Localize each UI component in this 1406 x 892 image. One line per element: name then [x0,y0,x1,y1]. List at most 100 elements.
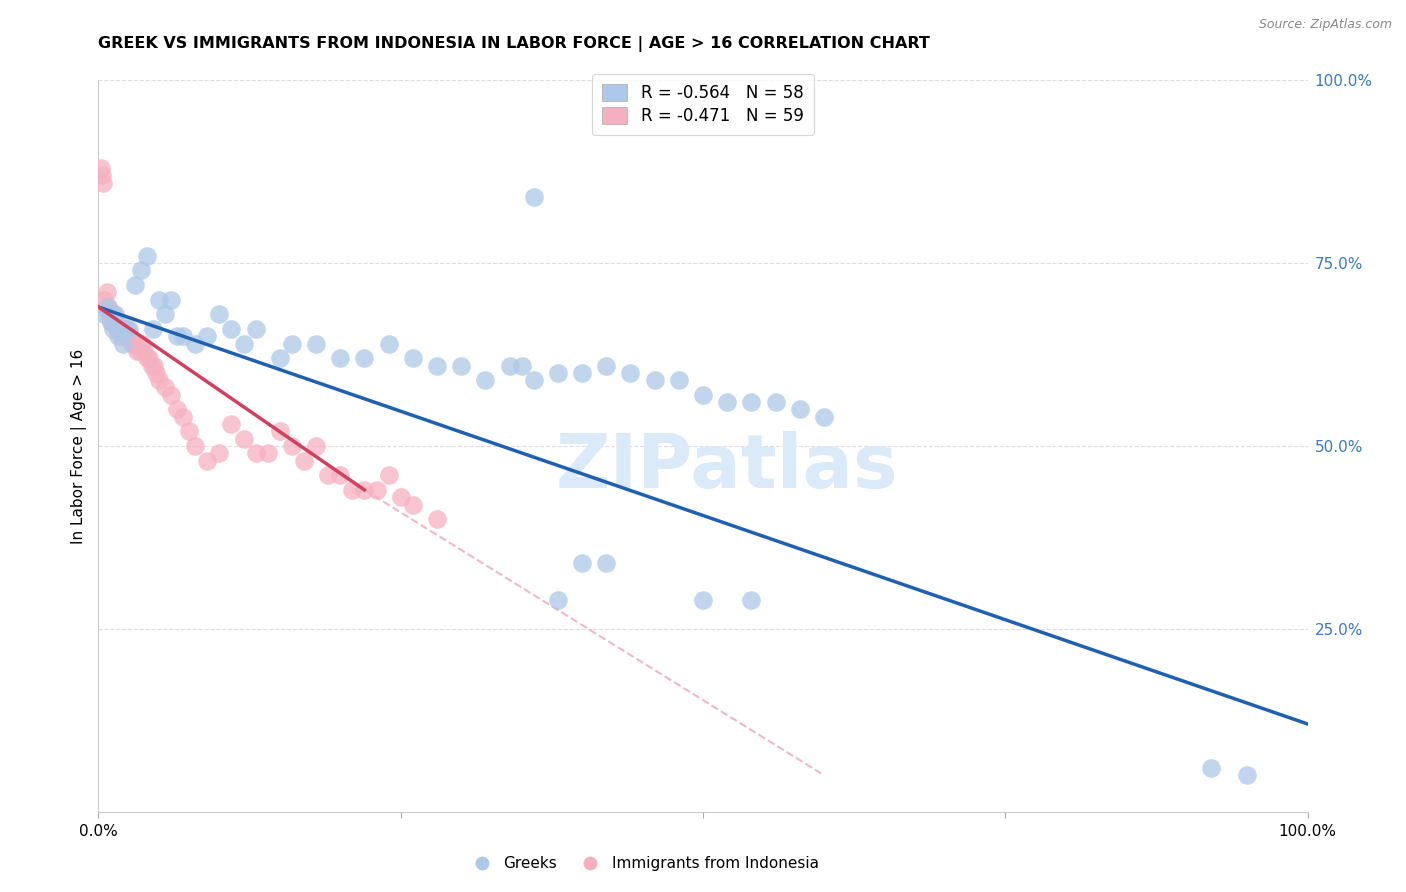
Point [104,307,127,321]
Point [377,336,399,351]
Point [160,388,183,402]
Point [121,336,143,351]
Point [179,425,201,439]
Text: ZIPatlas: ZIPatlas [555,432,898,505]
Point [184,336,207,351]
Point [100,315,122,329]
Point [523,373,546,387]
Point [692,592,714,607]
Point [353,351,375,366]
Point [595,359,617,373]
Point [668,373,690,387]
Point [184,439,207,453]
Point [510,359,533,373]
Point [740,395,762,409]
Point [232,336,254,351]
Legend: Greeks, Immigrants from Indonesia: Greeks, Immigrants from Indonesia [460,850,825,877]
Point [208,307,231,321]
Point [571,556,593,570]
Point [172,329,194,343]
Point [619,366,641,380]
Point [100,307,122,321]
Point [221,417,243,431]
Point [117,322,139,336]
Point [426,359,449,373]
Point [107,329,129,343]
Text: GREEK VS IMMIGRANTS FROM INDONESIA IN LABOR FORCE | AGE > 16 CORRELATION CHART: GREEK VS IMMIGRANTS FROM INDONESIA IN LA… [98,36,931,52]
Point [269,351,291,366]
Point [135,249,157,263]
Point [128,343,150,358]
Point [281,439,304,453]
Point [765,395,787,409]
Point [498,359,520,373]
Point [111,322,134,336]
Point [148,373,170,387]
Point [138,351,160,366]
Point [377,468,399,483]
Point [450,359,472,373]
Point [789,402,811,417]
Y-axis label: In Labor Force | Age > 16: In Labor Force | Age > 16 [72,349,87,543]
Point [127,343,149,358]
Point [292,453,315,467]
Point [716,395,738,409]
Point [141,359,163,373]
Point [104,315,127,329]
Point [329,468,352,483]
Point [692,388,714,402]
Point [342,483,364,497]
Point [114,322,136,336]
Point [208,446,231,460]
Point [644,373,666,387]
Point [245,446,267,460]
Point [1236,768,1258,782]
Point [305,336,328,351]
Point [1199,761,1222,775]
Point [523,190,546,204]
Point [402,351,425,366]
Point [269,425,291,439]
Point [402,498,425,512]
Point [389,490,412,504]
Point [108,322,131,336]
Point [101,307,124,321]
Point [118,329,141,343]
Point [110,329,132,343]
Point [221,322,243,336]
Point [256,446,278,460]
Point [145,366,167,380]
Point [426,512,449,526]
Point [97,300,120,314]
Point [114,329,136,343]
Point [166,329,188,343]
Point [135,351,157,366]
Point [105,322,128,336]
Point [118,322,141,336]
Point [595,556,617,570]
Point [160,293,183,307]
Point [93,307,115,321]
Point [153,380,176,394]
Point [547,592,569,607]
Point [91,169,114,183]
Point [93,293,115,307]
Point [124,336,146,351]
Point [316,468,339,483]
Point [103,315,125,329]
Point [245,322,267,336]
Point [813,409,835,424]
Point [97,300,120,314]
Point [94,300,117,314]
Point [366,483,388,497]
Point [129,263,152,277]
Point [96,285,118,300]
Point [153,307,176,321]
Point [281,336,304,351]
Point [111,336,134,351]
Point [305,439,328,453]
Point [232,432,254,446]
Point [98,307,121,321]
Point [195,329,218,343]
Point [101,322,124,336]
